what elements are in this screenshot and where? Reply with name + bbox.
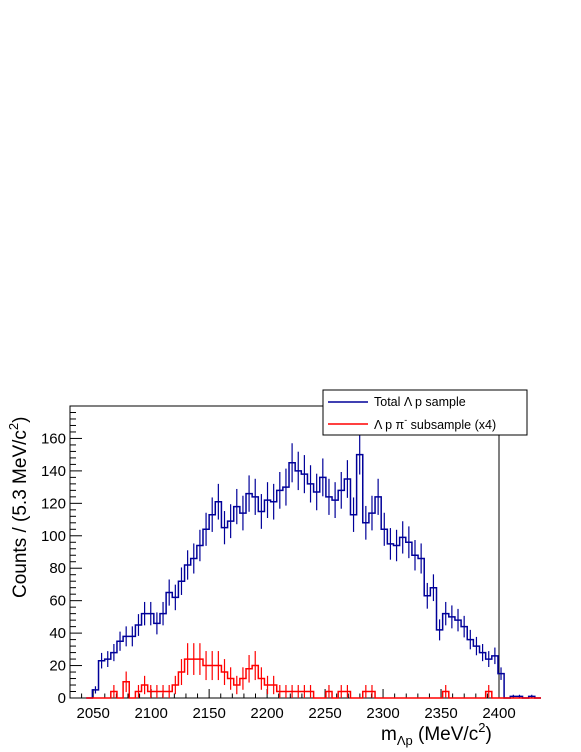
y-tick-label: 20: [49, 658, 66, 675]
x-tick-label: 2300: [366, 705, 399, 722]
x-tick-label: 2400: [482, 705, 515, 722]
y-axis-title-sup: 2: [6, 423, 21, 430]
y-axis-title-end: ): [10, 417, 31, 423]
y-tick-label: 80: [49, 560, 66, 577]
series-layer: [86, 434, 541, 699]
legend-label-subsample: Λ p π- subsample (x4): [374, 415, 496, 432]
svg-text:mΛp (MeV/c2): mΛp (MeV/c2): [381, 720, 492, 748]
x-tick-label: 2350: [424, 705, 457, 722]
x-axis-title-subscript: Λp: [397, 733, 413, 748]
series-subsample: [86, 643, 541, 699]
plot-frame: [69, 405, 500, 699]
x-axis-title-unit-sup: 2: [478, 720, 485, 735]
x-tick-label: 2100: [134, 705, 167, 722]
y-tick-label: 160: [41, 430, 66, 447]
y-tick-label: 60: [49, 593, 66, 610]
x-tick-label: 2250: [308, 705, 341, 722]
x-axis-title: mΛp (MeV/c2): [381, 720, 492, 748]
y-tick-label: 140: [41, 463, 66, 480]
y-tick-label: 0: [58, 690, 66, 707]
x-axis: 2050 2100 2150 2200 2250 2300 2350 2400: [69, 689, 516, 722]
histogram-outline: [86, 658, 541, 699]
x-tick-label: 2200: [250, 705, 283, 722]
x-tick-label: 2150: [192, 705, 225, 722]
svg-text:Counts / (5.3 MeV/c2): Counts / (5.3 MeV/c2): [6, 417, 31, 598]
legend-box: [322, 389, 528, 436]
y-tick-label: 40: [49, 625, 66, 642]
legend-label-total: Total Λ p sample: [374, 395, 466, 409]
plot-area: 0 20 40 60 80 100 120 140 160 2050 2100 2150 2200 22…: [41, 405, 541, 722]
histogram-outline: [86, 453, 541, 699]
y-axis-title-main: Counts / (5.3 MeV/c: [10, 430, 31, 598]
series-total: [86, 434, 541, 699]
x-tick-label: 2050: [77, 705, 110, 722]
legend: Total Λ p sample Λ p π- subsample (x4): [322, 389, 528, 436]
x-axis-title-unit-end: ): [485, 724, 491, 745]
y-tick-label: 100: [41, 528, 66, 545]
y-axis: 0 20 40 60 80 100 120 140 160: [41, 405, 82, 707]
y-tick-label: 120: [41, 495, 66, 512]
x-axis-title-main: m: [381, 724, 397, 745]
y-axis-title: Counts / (5.3 MeV/c2): [6, 417, 31, 598]
x-axis-title-unit: (MeV/c: [413, 724, 478, 745]
